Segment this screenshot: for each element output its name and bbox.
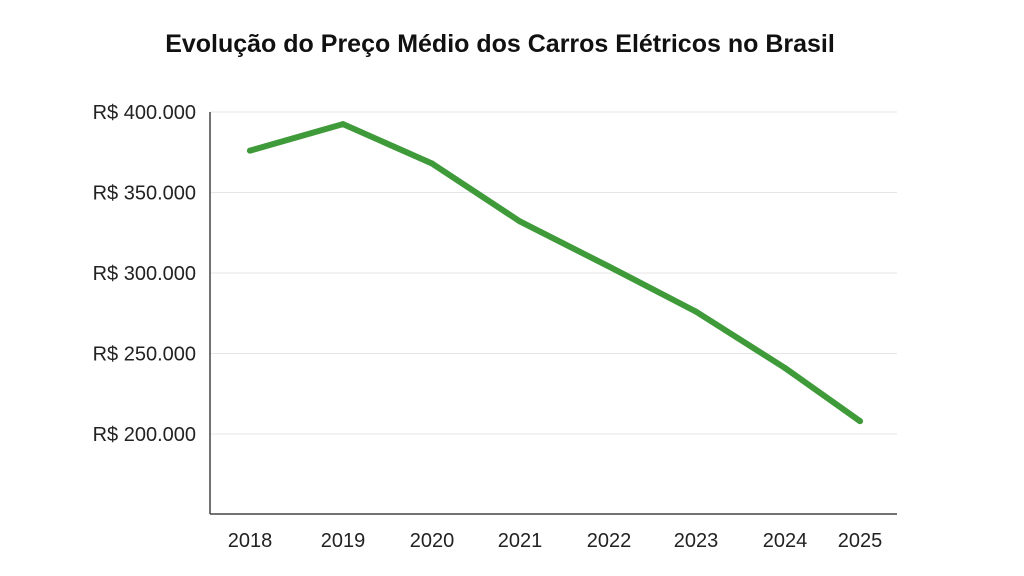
data-point xyxy=(782,364,788,371)
data-point xyxy=(340,121,346,128)
x-tick-label: 2018 xyxy=(228,530,273,552)
y-tick-label: R$ 200.000 xyxy=(93,424,196,446)
x-tick-label: 2023 xyxy=(674,530,719,552)
data-point xyxy=(606,263,612,270)
x-tick-label: 2019 xyxy=(321,530,366,552)
data-point xyxy=(517,218,523,225)
x-tick-label: 2022 xyxy=(587,530,632,552)
y-tick-label: R$ 300.000 xyxy=(93,263,196,285)
data-point xyxy=(247,147,253,154)
x-tick-label: 2021 xyxy=(498,530,543,552)
chart-title: Evolução do Preço Médio dos Carros Elétr… xyxy=(165,30,835,58)
data-point xyxy=(693,308,699,315)
data-point xyxy=(857,418,863,425)
x-tick-label: 2020 xyxy=(410,530,455,552)
y-tick-label: R$ 350.000 xyxy=(93,183,196,205)
x-tick-label: 2024 xyxy=(763,530,808,552)
price-line xyxy=(247,121,863,425)
y-tick-label: R$ 250.000 xyxy=(93,344,196,366)
x-tick-label: 2025 xyxy=(838,530,883,552)
y-tick-label: R$ 400.000 xyxy=(93,102,196,124)
data-point xyxy=(429,160,435,167)
